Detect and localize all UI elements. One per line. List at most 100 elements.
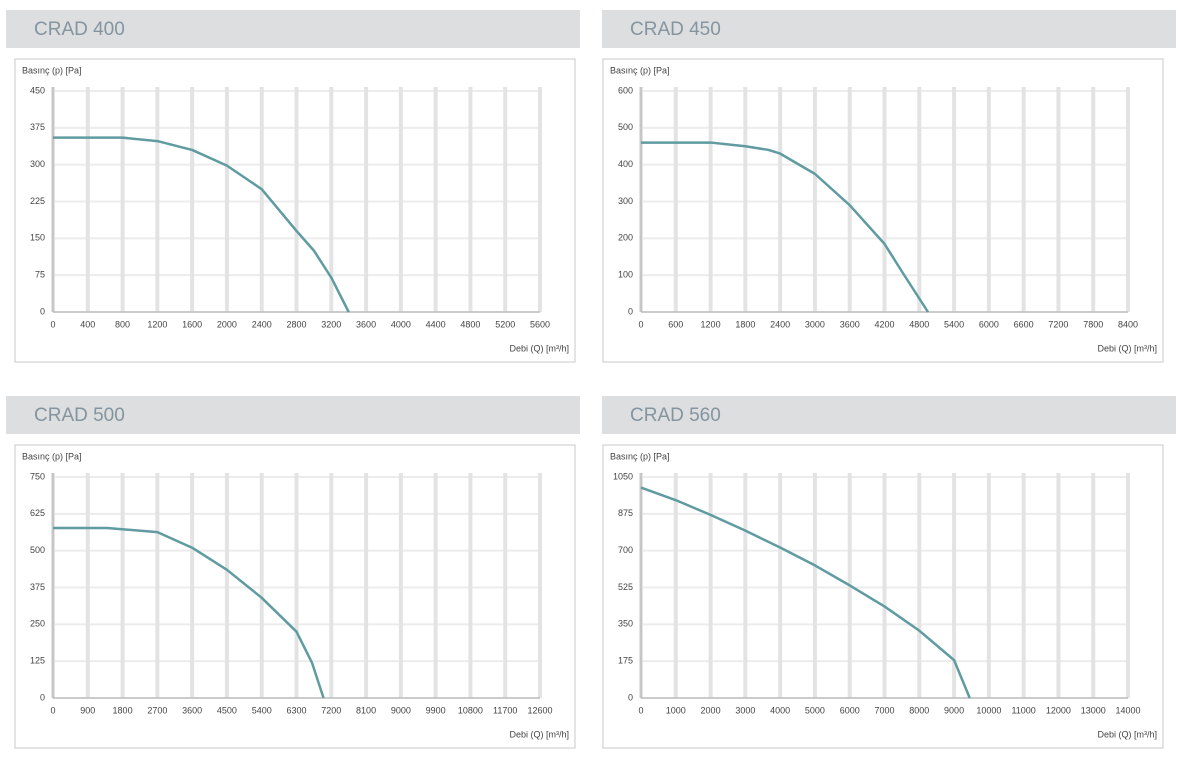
x-tick-label: 1200 (701, 319, 721, 329)
y-tick-label: 450 (30, 85, 45, 95)
x-axis-label: Debi (Q) [m³/h] (1097, 343, 1157, 353)
y-axis-label: Basınç (p) [Pa] (22, 65, 82, 75)
x-tick-label: 12000 (1046, 705, 1071, 715)
x-axis-label: Debi (Q) [m³/h] (509, 729, 569, 739)
x-tick-label: 5400 (944, 319, 964, 329)
panel-header (602, 396, 1176, 434)
x-tick-label: 4200 (874, 319, 894, 329)
x-tick-label: 7000 (874, 705, 894, 715)
y-tick-label: 0 (628, 692, 633, 702)
x-tick-label: 8400 (1118, 319, 1138, 329)
y-tick-label: 500 (618, 122, 633, 132)
y-tick-label: 225 (30, 196, 45, 206)
x-tick-label: 4800 (909, 319, 929, 329)
x-tick-label: 2800 (286, 319, 306, 329)
y-tick-label: 0 (40, 692, 45, 702)
x-tick-label: 14000 (1115, 705, 1140, 715)
x-tick-label: 5200 (495, 319, 515, 329)
panel-header (602, 10, 1176, 48)
y-tick-label: 600 (618, 85, 633, 95)
x-tick-label: 7200 (1048, 319, 1068, 329)
y-tick-label: 500 (30, 545, 45, 555)
y-tick-label: 875 (618, 508, 633, 518)
x-tick-label: 5000 (805, 705, 825, 715)
x-tick-label: 1800 (113, 705, 133, 715)
y-tick-label: 125 (30, 656, 45, 666)
chart-title: CRAD 450 (630, 19, 721, 40)
x-tick-label: 6000 (979, 319, 999, 329)
x-tick-label: 0 (638, 319, 643, 329)
y-tick-label: 350 (618, 619, 633, 629)
x-tick-label: 2000 (701, 705, 721, 715)
x-tick-label: 1000 (666, 705, 686, 715)
x-tick-label: 0 (50, 705, 55, 715)
panel-header (6, 10, 580, 48)
y-tick-label: 150 (30, 233, 45, 243)
x-tick-label: 3600 (182, 705, 202, 715)
x-tick-label: 9000 (944, 705, 964, 715)
fan-curve (640, 486, 971, 699)
y-tick-label: 250 (30, 619, 45, 629)
x-tick-label: 9000 (391, 705, 411, 715)
y-axis-label: Basınç (p) [Pa] (610, 451, 670, 461)
x-tick-label: 6000 (840, 705, 860, 715)
panel-header (6, 396, 580, 434)
y-tick-label: 750 (30, 471, 45, 481)
y-tick-label: 525 (618, 582, 633, 592)
x-tick-label: 4400 (426, 319, 446, 329)
y-axis-label: Basınç (p) [Pa] (610, 65, 670, 75)
x-tick-label: 600 (668, 319, 683, 329)
fan-curve (641, 141, 930, 313)
y-tick-label: 400 (618, 159, 633, 169)
x-axis-label: Debi (Q) [m³/h] (509, 343, 569, 353)
x-tick-label: 2400 (252, 319, 272, 329)
y-tick-label: 700 (618, 545, 633, 555)
y-tick-label: 375 (30, 582, 45, 592)
x-tick-label: 7800 (1083, 319, 1103, 329)
y-tick-label: 0 (40, 306, 45, 316)
x-tick-label: 11000 (1011, 705, 1035, 715)
x-tick-label: 2000 (217, 319, 237, 329)
y-tick-label: 1050 (613, 471, 633, 481)
x-tick-label: 2400 (770, 319, 790, 329)
y-axis-label: Basınç (p) [Pa] (22, 451, 82, 461)
x-tick-label: 3600 (840, 319, 860, 329)
x-tick-label: 1600 (182, 319, 202, 329)
x-tick-label: 3000 (805, 319, 825, 329)
chart-title: CRAD 400 (34, 19, 125, 40)
x-tick-label: 4800 (460, 319, 480, 329)
x-tick-label: 0 (50, 319, 55, 329)
x-axis-label: Debi (Q) [m³/h] (1097, 729, 1157, 739)
y-tick-label: 200 (618, 233, 633, 243)
x-tick-label: 13000 (1081, 705, 1106, 715)
x-tick-label: 2700 (147, 705, 167, 715)
x-tick-label: 10000 (976, 705, 1001, 715)
x-tick-label: 3200 (321, 319, 341, 329)
chart-title: CRAD 560 (630, 405, 721, 426)
y-tick-label: 375 (30, 122, 45, 132)
x-tick-label: 9900 (426, 705, 446, 715)
x-tick-label: 8000 (909, 705, 929, 715)
y-tick-label: 300 (618, 196, 633, 206)
x-tick-label: 6600 (1014, 319, 1034, 329)
x-tick-label: 3600 (356, 319, 376, 329)
fan-curve (53, 136, 350, 313)
x-tick-label: 5400 (252, 705, 272, 715)
y-tick-label: 625 (30, 508, 45, 518)
x-tick-label: 900 (80, 705, 95, 715)
x-tick-label: 6300 (286, 705, 306, 715)
x-tick-label: 11700 (493, 705, 517, 715)
x-tick-label: 1200 (147, 319, 167, 329)
y-tick-label: 0 (628, 306, 633, 316)
x-tick-label: 0 (638, 705, 643, 715)
x-tick-label: 400 (80, 319, 95, 329)
x-tick-label: 4000 (391, 319, 411, 329)
x-tick-label: 800 (115, 319, 130, 329)
x-tick-label: 10800 (458, 705, 483, 715)
fan-curve (53, 526, 325, 699)
y-tick-label: 100 (618, 270, 633, 280)
chart-title: CRAD 500 (34, 405, 125, 426)
x-tick-label: 4500 (217, 705, 237, 715)
x-tick-label: 12600 (527, 705, 552, 715)
